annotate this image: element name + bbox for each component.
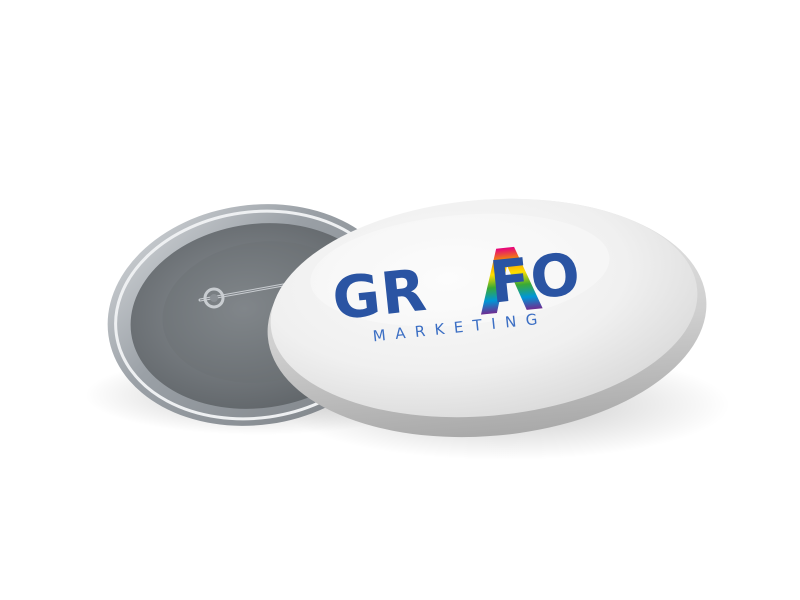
- rainbow-a-logo-icon: [480, 246, 543, 315]
- brand-name-right: FO: [486, 239, 585, 317]
